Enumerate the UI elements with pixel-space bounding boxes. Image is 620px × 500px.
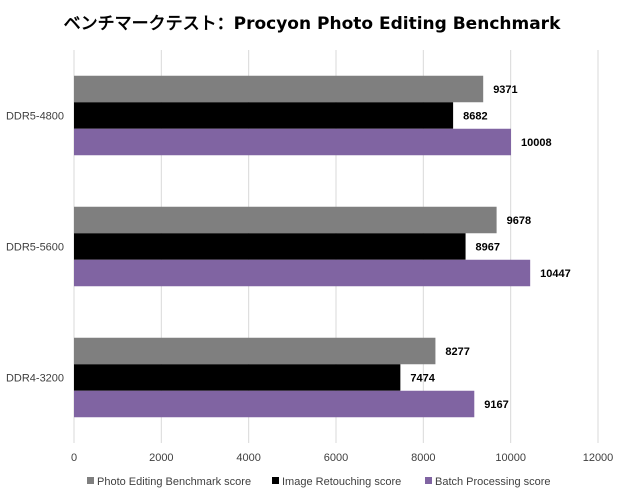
legend-label: Photo Editing Benchmark score — [97, 476, 251, 488]
data-label: 9678 — [507, 215, 531, 227]
x-axis-ticks: 0 2000 4000 6000 8000 10000 12000 — [71, 452, 613, 464]
category-label: DDR4-3200 — [6, 373, 64, 385]
data-label: 9167 — [484, 399, 508, 411]
x-tick-label: 0 — [71, 452, 77, 464]
data-label: 8277 — [445, 346, 469, 358]
x-tick-label: 6000 — [324, 452, 348, 464]
legend: Photo Editing Benchmark score Image Retou… — [87, 476, 551, 488]
legend-label: Image Retouching score — [282, 476, 401, 488]
data-label: 8967 — [476, 242, 500, 254]
bar — [74, 364, 401, 391]
x-tick-label: 10000 — [495, 452, 526, 464]
x-tick-label: 8000 — [411, 452, 435, 464]
bar — [74, 337, 436, 365]
bar — [74, 259, 531, 287]
x-tick-label: 2000 — [149, 452, 173, 464]
bar — [74, 233, 466, 260]
data-label: 7474 — [410, 373, 435, 385]
bar — [74, 390, 475, 418]
bar — [74, 128, 512, 156]
bars: 9371 8682 10008 9678 8967 10447 8277 7474 9167 — [74, 75, 571, 418]
bar — [74, 75, 484, 103]
category-label: DDR5-5600 — [6, 242, 64, 254]
legend-swatch — [87, 477, 94, 484]
x-tick-label: 12000 — [583, 452, 614, 464]
x-tick-label: 4000 — [236, 452, 260, 464]
data-label: 10447 — [540, 268, 571, 280]
legend-swatch — [272, 477, 279, 484]
legend-swatch — [425, 477, 432, 484]
data-label: 10008 — [521, 137, 552, 149]
data-label: 9371 — [493, 84, 517, 96]
chart-title: ベンチマークテスト：Procyon Photo Editing Benchmar… — [64, 14, 561, 34]
legend-label: Batch Processing score — [435, 476, 551, 488]
bar — [74, 206, 497, 234]
data-label: 8682 — [463, 111, 487, 123]
category-labels: DDR5-4800 DDR5-5600 DDR4-3200 — [6, 111, 64, 385]
category-label: DDR5-4800 — [6, 111, 64, 123]
bar — [74, 102, 454, 129]
